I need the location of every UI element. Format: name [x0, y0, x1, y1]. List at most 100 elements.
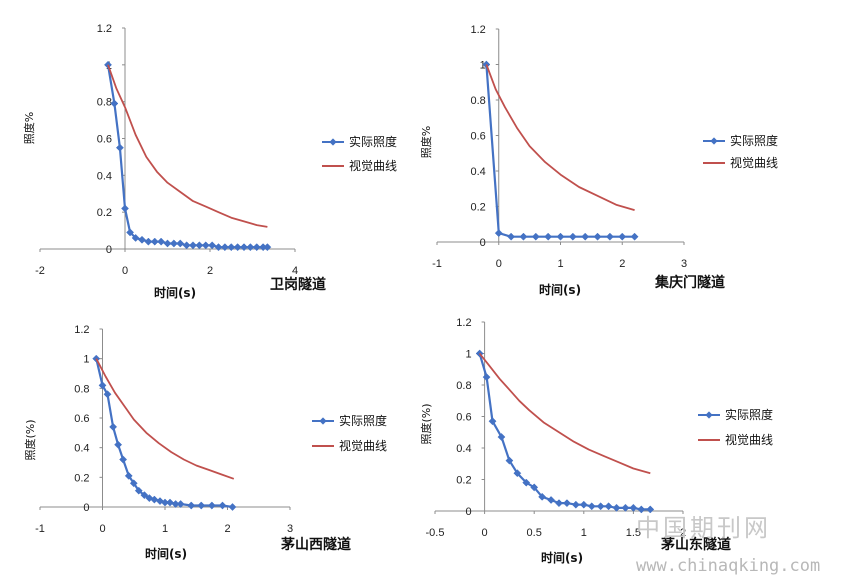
data-point: [208, 241, 217, 250]
y-tick-label: 0.4: [456, 443, 471, 455]
x-tick-label: 2: [224, 523, 230, 535]
data-point: [579, 500, 588, 509]
data-point: [195, 241, 204, 250]
data-point: [233, 243, 242, 252]
y-tick-label: 1.2: [74, 324, 89, 336]
series-actual-illuminance: [104, 60, 272, 252]
data-point: [182, 241, 191, 250]
data-point: [507, 232, 516, 241]
data-point: [163, 239, 172, 248]
watermark-chinese: 中国期刊网: [636, 514, 771, 542]
series-visual-curve: [478, 352, 651, 475]
watermark-url: www.chinaqking.com: [636, 556, 821, 576]
data-point: [227, 243, 236, 252]
data-point: [114, 440, 123, 449]
data-point: [547, 496, 556, 504]
y-tick-label: 1: [83, 354, 89, 366]
series-line: [107, 64, 268, 228]
y-axis-title: 照度%: [22, 112, 36, 144]
data-point: [488, 417, 497, 426]
series-line: [106, 64, 268, 249]
data-point: [214, 243, 223, 252]
data-point: [497, 433, 506, 441]
y-tick-label: 0.6: [470, 131, 485, 143]
y-tick-label: 0.6: [456, 412, 471, 424]
data-point: [157, 237, 166, 246]
data-point: [530, 483, 539, 492]
data-point: [134, 486, 143, 495]
y-tick-label: 0.6: [74, 413, 89, 425]
y-tick-label: 0.4: [470, 166, 485, 178]
data-point: [604, 502, 613, 511]
data-point: [630, 232, 639, 241]
y-tick-label: 0.4: [74, 443, 89, 455]
legend-label: 实际照度: [730, 133, 778, 148]
data-point: [115, 143, 124, 152]
x-tick-label: 0.5: [527, 527, 542, 539]
x-axis-title: 时间(s): [154, 285, 196, 300]
y-tick-label: 1.2: [470, 24, 485, 36]
data-point: [581, 232, 590, 241]
data-point: [207, 501, 216, 510]
x-tick-label: 0: [496, 258, 502, 270]
legend-marker: [710, 137, 718, 145]
x-tick-label: -1: [432, 258, 442, 270]
data-point: [176, 500, 185, 508]
x-tick-label: 1.5: [626, 527, 641, 539]
data-point: [119, 455, 128, 464]
data-point: [121, 204, 129, 213]
y-tick-label: 0.2: [74, 472, 89, 484]
tunnel-name-label: 卫岗隧道: [270, 276, 326, 293]
y-axis-title: 照度%: [419, 126, 433, 158]
y-tick-label: 0.2: [470, 202, 485, 214]
data-point: [124, 471, 133, 480]
x-tick-label: 4: [292, 265, 298, 277]
data-point: [144, 237, 153, 246]
legend-label: 视觉曲线: [349, 158, 397, 173]
data-point: [145, 494, 154, 503]
y-tick-label: 0: [83, 502, 89, 514]
data-point: [166, 498, 174, 507]
data-point: [596, 502, 605, 511]
chart-panel-4: 0 0.2 0.4 0.6 0.8 1 1.2 -0.5 0 0.5 1 1.5 2 时间(s) 照度(%)…: [419, 317, 773, 565]
x-tick-label: -0.5: [426, 527, 445, 539]
legend-label: 实际照度: [349, 134, 397, 149]
data-point: [131, 233, 140, 242]
data-point: [138, 235, 146, 244]
data-point: [201, 241, 210, 250]
data-point: [587, 502, 596, 511]
y-axis-title: 照度(%): [419, 403, 433, 444]
y-tick-label: 0: [106, 244, 112, 256]
y-tick-label: 0.8: [470, 95, 485, 107]
tunnel-name-label: 集庆门隧道: [654, 274, 725, 291]
data-point: [197, 501, 206, 510]
series-actual-illuminance: [475, 349, 655, 514]
data-point: [531, 232, 540, 241]
data-point: [571, 500, 580, 509]
legend-marker: [319, 417, 327, 425]
x-axis-title: 时间(s): [145, 546, 187, 561]
data-point: [150, 495, 159, 504]
x-tick-label: 1: [581, 527, 587, 539]
x-tick-label: -2: [35, 265, 45, 277]
x-axis-title: 时间(s): [539, 282, 581, 297]
data-point: [513, 469, 522, 478]
data-point: [129, 479, 138, 488]
data-point: [519, 232, 528, 241]
data-point: [126, 228, 135, 237]
data-point: [568, 232, 577, 241]
y-tick-label: 1.2: [456, 317, 471, 329]
data-point: [103, 390, 112, 399]
data-point: [187, 501, 196, 510]
data-point: [629, 503, 638, 512]
data-point: [98, 381, 107, 390]
x-tick-label: 0: [482, 527, 488, 539]
x-tick-label: 3: [681, 258, 687, 270]
y-tick-label: 0.8: [456, 380, 471, 392]
y-tick-label: 1: [480, 60, 486, 72]
y-tick-label: 0.4: [97, 170, 112, 182]
data-point: [505, 456, 514, 465]
chart-panel-3: 0 0.2 0.4 0.6 0.8 1 1.2 -1 0 1 2 3 时间(s) 照度(%) 茅山西隧道 实际…: [23, 324, 387, 561]
x-tick-label: 0: [99, 523, 105, 535]
data-point: [240, 243, 248, 252]
